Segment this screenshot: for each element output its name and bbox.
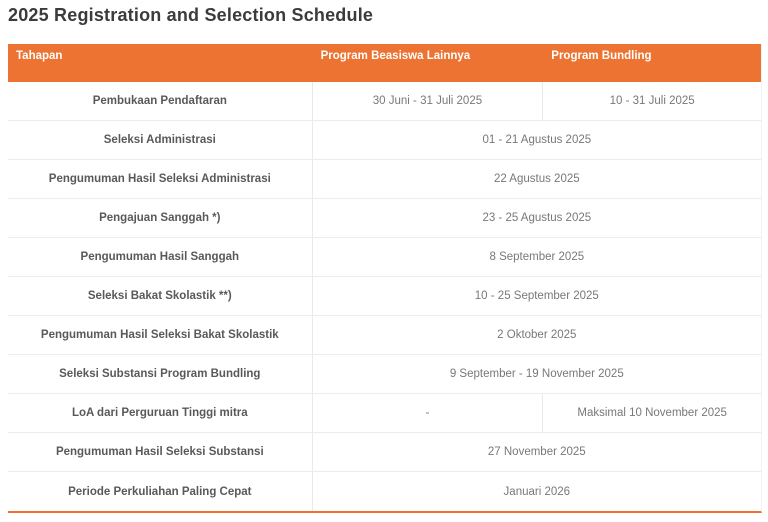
merged-value: 22 Agustus 2025 bbox=[493, 173, 580, 185]
merged-value: Januari 2026 bbox=[503, 485, 571, 498]
table-row: Pengumuman Hasil Seleksi Substansi 27 No… bbox=[8, 433, 761, 472]
table-row: Pembukaan Pendaftaran 30 Juni - 31 Juli … bbox=[8, 82, 761, 121]
bundling-value: Maksimal 10 November 2025 bbox=[577, 407, 727, 419]
table-row: Seleksi Administrasi 01 - 21 Agustus 202… bbox=[8, 121, 761, 160]
page-title: 2025 Registration and Selection Schedule bbox=[8, 5, 374, 25]
row-label: Seleksi Bakat Skolastik **) bbox=[8, 277, 313, 315]
table-row: Pengumuman Hasil Seleksi Administrasi 22… bbox=[8, 160, 761, 199]
merged-value: 9 September - 19 November 2025 bbox=[449, 368, 624, 380]
merged-value: 27 November 2025 bbox=[487, 446, 586, 458]
table-row: Pengajuan Sanggah *) 23 - 25 Agustus 202… bbox=[8, 199, 761, 238]
merged-value: 2 Oktober 2025 bbox=[497, 329, 577, 341]
table-row: Seleksi Bakat Skolastik **) 10 - 25 Sept… bbox=[8, 277, 761, 316]
merged-value: 23 - 25 Agustus 2025 bbox=[482, 212, 592, 224]
merged-value: 10 - 25 September 2025 bbox=[474, 290, 599, 302]
beasiswa-value: - bbox=[313, 394, 544, 432]
row-label: Pengumuman Hasil Seleksi Bakat Skolastik bbox=[8, 316, 313, 354]
merged-value: 8 September 2025 bbox=[489, 251, 585, 263]
bundling-value: 10 - 31 Juli 2025 bbox=[609, 95, 695, 107]
column-header-tahapan: Tahapan bbox=[16, 50, 63, 62]
row-label: Periode Perkuliahan Paling Cepat bbox=[8, 472, 313, 511]
table-row: Seleksi Substansi Program Bundling 9 Sep… bbox=[8, 355, 761, 394]
row-label: Pengumuman Hasil Sanggah bbox=[8, 238, 313, 276]
row-label: Seleksi Administrasi bbox=[8, 121, 313, 159]
row-label: Pengumuman Hasil Seleksi Substansi bbox=[8, 433, 313, 471]
column-header-program-beasiswa-lainnya: Program Beasiswa Lainnya bbox=[320, 50, 471, 62]
row-label: Pengumuman Hasil Seleksi Administrasi bbox=[8, 160, 313, 198]
row-label: LoA dari Perguruan Tinggi mitra bbox=[8, 394, 313, 432]
row-label: Pembukaan Pendaftaran bbox=[8, 82, 313, 120]
schedule-table: Tahapan Program Beasiswa Lainnya Program… bbox=[8, 44, 762, 513]
row-label: Seleksi Substansi Program Bundling bbox=[8, 355, 313, 393]
column-header-program-bundling: Program Bundling bbox=[551, 50, 652, 62]
row-label: Pengajuan Sanggah *) bbox=[8, 199, 313, 237]
beasiswa-value: 30 Juni - 31 Juli 2025 bbox=[313, 82, 544, 120]
table-header-row: Tahapan Program Beasiswa Lainnya Program… bbox=[8, 44, 761, 82]
merged-value: 01 - 21 Agustus 2025 bbox=[482, 134, 592, 146]
table-row: Pengumuman Hasil Sanggah 8 September 202… bbox=[8, 238, 761, 277]
table-row: Pengumuman Hasil Seleksi Bakat Skolastik… bbox=[8, 316, 761, 355]
table-body: Pembukaan Pendaftaran 30 Juni - 31 Juli … bbox=[8, 82, 761, 511]
table-row: Periode Perkuliahan Paling Cepat Januari… bbox=[8, 472, 761, 511]
table-row: LoA dari Perguruan Tinggi mitra - Maksim… bbox=[8, 394, 761, 433]
